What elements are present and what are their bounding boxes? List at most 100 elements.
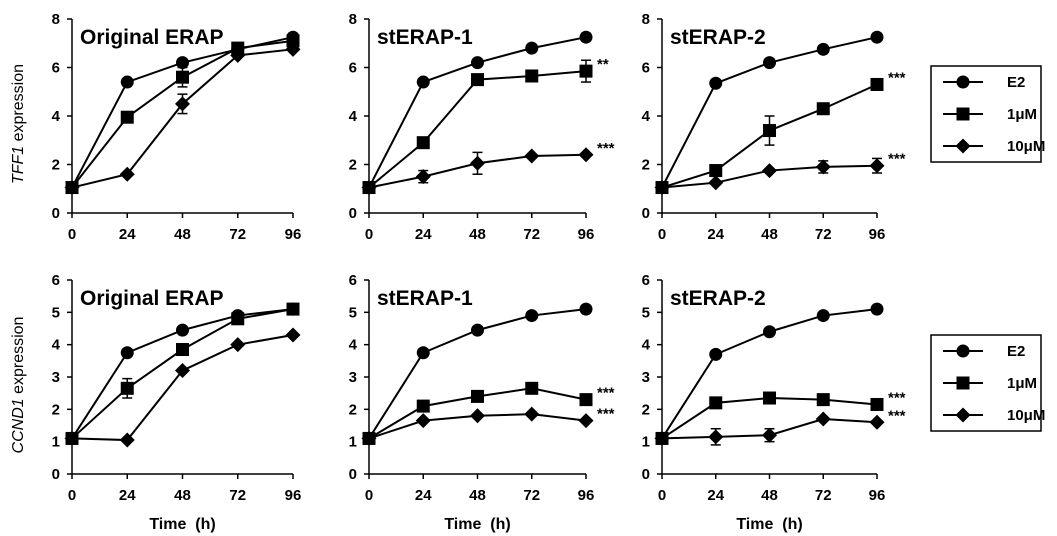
y-tick-label: 4 <box>642 108 651 125</box>
data-point-diamond <box>524 406 540 422</box>
legend-marker-circle <box>956 75 970 89</box>
data-point-circle <box>709 347 723 361</box>
x-tick-label: 24 <box>119 487 136 504</box>
data-point-diamond <box>415 169 431 185</box>
data-point-square <box>579 64 593 78</box>
data-point-circle <box>763 325 776 339</box>
data-point-square <box>416 136 430 150</box>
y-tick-label: 8 <box>642 11 650 28</box>
data-point-square <box>763 124 776 138</box>
x-tick-label: 24 <box>415 226 432 243</box>
legend-marker-diamond <box>955 138 971 154</box>
panel-title: stERAP-1 <box>377 287 473 310</box>
data-point-square <box>709 396 723 410</box>
x-axis-label: Time (h) <box>736 516 802 533</box>
data-point-diamond <box>175 363 190 379</box>
x-tick-label: 24 <box>707 487 724 504</box>
data-point-diamond <box>119 166 135 182</box>
x-tick-label: 72 <box>229 487 246 504</box>
series-square <box>655 77 884 195</box>
series-diamond <box>64 41 301 196</box>
panel-1-2: 0 1 2 3 4 5 6 0 24 48 72 96 stERAP-2 Time (h) ****** <box>642 272 906 533</box>
data-point-square <box>870 77 884 91</box>
legend-label: 10μM <box>1007 407 1045 424</box>
y-tick-label: 2 <box>52 157 60 174</box>
data-point-diamond <box>708 175 724 191</box>
x-tick-label: 0 <box>658 487 666 504</box>
x-tick-label: 48 <box>174 226 191 243</box>
y-tick-label: 6 <box>349 60 357 77</box>
y-tick-label: 2 <box>349 157 357 174</box>
data-point-square <box>286 34 300 48</box>
x-axis-label: Time (h) <box>149 516 215 533</box>
series-diamond <box>361 406 594 446</box>
data-point-circle <box>525 309 539 323</box>
y-tick-label: 2 <box>642 157 650 174</box>
y-tick-label: 1 <box>642 434 650 451</box>
legend-0: E2 1μM 10μM <box>930 65 1045 163</box>
data-point-diamond <box>230 337 246 353</box>
legend-marker-diamond <box>955 407 971 423</box>
series-diamond <box>64 327 301 448</box>
x-tick-label: 0 <box>68 226 76 243</box>
y-tick-label: 8 <box>349 11 357 28</box>
y-tick-label: 4 <box>349 337 358 354</box>
legend-marker-square <box>956 107 970 121</box>
data-point-square <box>231 312 245 326</box>
series-diamond <box>654 157 885 196</box>
y-tick-label: 0 <box>642 205 650 222</box>
panel-title: stERAP-2 <box>670 26 766 49</box>
legend-label: E2 <box>1007 74 1025 91</box>
x-tick-label: 0 <box>365 226 373 243</box>
data-point-circle <box>176 56 189 70</box>
data-point-circle <box>525 41 539 55</box>
data-point-circle <box>416 75 430 89</box>
y-tick-label: 4 <box>52 108 61 125</box>
data-point-circle <box>120 346 134 360</box>
data-point-diamond <box>524 148 540 164</box>
data-point-circle <box>870 302 884 316</box>
x-tick-label: 72 <box>523 226 540 243</box>
data-point-circle <box>709 76 723 90</box>
series-diamond <box>654 411 885 446</box>
x-tick-label: 48 <box>761 226 778 243</box>
data-point-diamond <box>119 432 135 448</box>
x-tick-label: 0 <box>365 487 373 504</box>
data-point-square <box>471 73 484 87</box>
x-tick-label: 24 <box>415 487 432 504</box>
legend-label: 1μM <box>1007 106 1037 123</box>
significance-label: ** <box>597 56 609 73</box>
data-point-circle <box>176 323 189 337</box>
y-tick-label: 0 <box>52 466 60 483</box>
panel-1-1: 0 1 2 3 4 5 6 0 24 48 72 96 stERAP-1 Time (h) *** *** <box>349 272 615 533</box>
data-point-diamond <box>815 159 831 175</box>
y-axis-label-gene: TFF1 <box>10 146 27 184</box>
significance-label: *** <box>597 406 615 423</box>
x-tick-label: 96 <box>578 487 595 504</box>
data-point-square <box>471 389 484 403</box>
data-point-diamond <box>762 427 777 443</box>
data-point-circle <box>816 42 830 56</box>
y-tick-label: 4 <box>642 337 651 354</box>
y-tick-label: 6 <box>349 272 357 289</box>
legend-label: E2 <box>1007 343 1025 360</box>
data-point-diamond <box>470 408 485 424</box>
x-tick-label: 24 <box>119 226 136 243</box>
data-point-diamond <box>285 41 301 57</box>
y-tick-label: 2 <box>52 401 60 418</box>
y-axis-label-text: expression <box>10 317 27 399</box>
y-tick-label: 2 <box>642 401 650 418</box>
data-point-square <box>120 381 134 395</box>
data-point-diamond <box>815 411 831 427</box>
data-point-circle <box>763 56 776 70</box>
data-point-diamond <box>578 413 594 429</box>
y-tick-label: 3 <box>349 369 357 386</box>
data-point-diamond <box>470 155 485 171</box>
x-tick-label: 0 <box>68 487 76 504</box>
data-point-square <box>579 393 593 407</box>
y-tick-label: 2 <box>349 401 357 418</box>
data-point-diamond <box>578 147 594 163</box>
